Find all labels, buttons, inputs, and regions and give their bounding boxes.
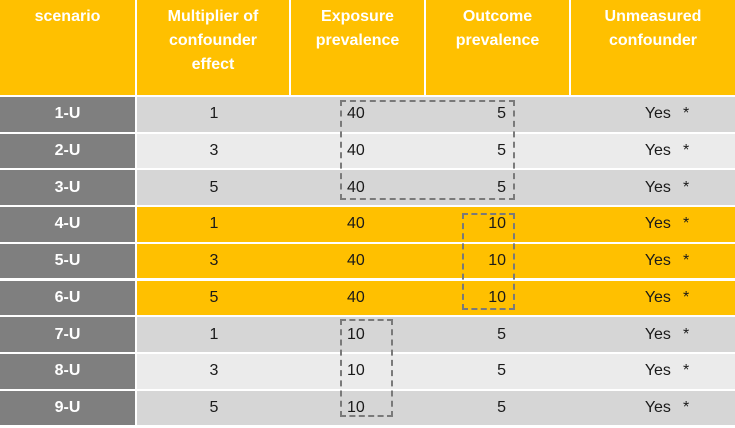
outcome-cell: 10: [426, 280, 571, 316]
multiplier-cell: 5: [137, 390, 291, 426]
unmeasured-value: Yes: [644, 325, 671, 343]
multiplier-cell: 1: [137, 207, 291, 242]
multiplier-cell: 5: [137, 170, 291, 206]
exposure-cell: 10: [291, 353, 426, 389]
asterisk-mark: *: [682, 215, 690, 233]
unmeasured-cell: Yes *: [571, 207, 735, 242]
unmeasured-value: Yes: [644, 252, 671, 270]
unmeasured-value: Yes: [644, 398, 671, 416]
header-unmeasured: Unmeasured confounder: [571, 0, 735, 95]
outcome-cell: 5: [426, 170, 571, 206]
scenario-cell: 4-U: [0, 207, 135, 242]
outcome-cell: 5: [426, 133, 571, 169]
asterisk-mark: *: [682, 252, 690, 270]
unmeasured-value: Yes: [644, 178, 671, 196]
asterisk-mark: *: [682, 288, 690, 306]
asterisk-mark: *: [682, 325, 690, 343]
multiplier-cell: 5: [137, 280, 291, 316]
unmeasured-cell: Yes *: [571, 97, 735, 132]
scenario-cell: 7-U: [0, 317, 135, 352]
unmeasured-cell: Yes *: [571, 390, 735, 426]
multiplier-cell: 3: [137, 353, 291, 389]
exposure-cell: 10: [291, 390, 426, 426]
scenario-cell: 6-U: [0, 280, 135, 316]
multiplier-cell: 1: [137, 317, 291, 352]
asterisk-mark: *: [682, 398, 690, 416]
scenario-cell: 2-U: [0, 133, 135, 169]
asterisk-mark: *: [682, 105, 690, 123]
outcome-cell: 10: [426, 207, 571, 242]
exposure-cell: 40: [291, 97, 426, 132]
scenario-cell: 5-U: [0, 243, 135, 279]
multiplier-cell: 3: [137, 133, 291, 169]
exposure-cell: 40: [291, 243, 426, 279]
outcome-cell: 5: [426, 317, 571, 352]
header-scenario: scenario: [0, 0, 135, 95]
exposure-cell: 40: [291, 207, 426, 242]
outcome-cell: 10: [426, 243, 571, 279]
asterisk-mark: *: [682, 178, 690, 196]
exposure-cell: 40: [291, 280, 426, 316]
unmeasured-value: Yes: [644, 362, 671, 380]
header-outcome: Outcome prevalence: [426, 0, 569, 95]
header-multiplier: Multiplier of confounder effect: [137, 0, 289, 95]
outcome-cell: 5: [426, 353, 571, 389]
unmeasured-cell: Yes *: [571, 353, 735, 389]
asterisk-mark: *: [682, 362, 690, 380]
unmeasured-cell: Yes *: [571, 280, 735, 316]
outcome-cell: 5: [426, 97, 571, 132]
unmeasured-value: Yes: [644, 105, 671, 123]
exposure-cell: 10: [291, 317, 426, 352]
unmeasured-cell: Yes *: [571, 243, 735, 279]
header-exposure: Exposure prevalence: [291, 0, 424, 95]
exposure-cell: 40: [291, 170, 426, 206]
unmeasured-value: Yes: [644, 142, 671, 160]
scenario-cell: 9-U: [0, 390, 135, 426]
multiplier-cell: 3: [137, 243, 291, 279]
unmeasured-value: Yes: [644, 215, 671, 233]
scenario-cell: 3-U: [0, 170, 135, 206]
exposure-cell: 40: [291, 133, 426, 169]
scenario-cell: 8-U: [0, 353, 135, 389]
unmeasured-cell: Yes *: [571, 170, 735, 206]
unmeasured-cell: Yes *: [571, 133, 735, 169]
unmeasured-cell: Yes *: [571, 317, 735, 352]
multiplier-cell: 1: [137, 97, 291, 132]
unmeasured-value: Yes: [644, 288, 671, 306]
outcome-cell: 5: [426, 390, 571, 426]
scenario-cell: 1-U: [0, 97, 135, 132]
asterisk-mark: *: [682, 142, 690, 160]
